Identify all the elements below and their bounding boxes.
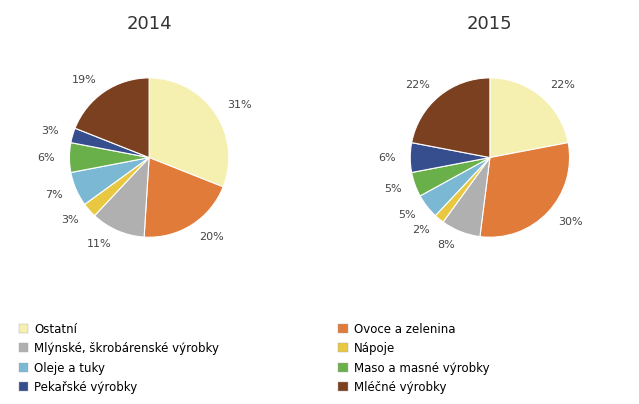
Text: 5%: 5% (384, 184, 401, 194)
Text: 7%: 7% (45, 190, 63, 200)
Text: 3%: 3% (41, 126, 59, 136)
Wedge shape (412, 78, 490, 158)
Text: 6%: 6% (38, 153, 55, 162)
Wedge shape (412, 158, 490, 196)
Wedge shape (435, 158, 490, 222)
Wedge shape (71, 128, 149, 158)
Title: 2015: 2015 (467, 15, 512, 33)
Text: 3%: 3% (61, 215, 79, 225)
Text: 5%: 5% (398, 210, 415, 220)
Text: 11%: 11% (87, 239, 112, 249)
Wedge shape (70, 143, 149, 173)
Wedge shape (84, 158, 149, 216)
Wedge shape (410, 143, 490, 173)
Wedge shape (144, 158, 223, 237)
Wedge shape (443, 158, 490, 237)
Wedge shape (75, 78, 149, 158)
Text: 22%: 22% (550, 80, 574, 90)
Legend: Ovoce a zelenina, Nápoje, Maso a masné výrobky, Mléčné výrobky: Ovoce a zelenina, Nápoje, Maso a masné v… (338, 322, 489, 394)
Text: 6%: 6% (378, 153, 396, 162)
Wedge shape (420, 158, 490, 216)
Legend: Ostatní, Mlýnské, škrobárenské výrobky, Oleje a tuky, Pekařské výrobky: Ostatní, Mlýnské, škrobárenské výrobky, … (19, 322, 219, 394)
Wedge shape (490, 78, 568, 158)
Wedge shape (71, 158, 149, 204)
Wedge shape (95, 158, 149, 237)
Text: 20%: 20% (199, 232, 224, 242)
Text: 30%: 30% (558, 217, 583, 227)
Text: 8%: 8% (438, 240, 456, 250)
Title: 2014: 2014 (127, 15, 172, 33)
Text: 19%: 19% (72, 75, 96, 85)
Text: 22%: 22% (405, 80, 430, 90)
Wedge shape (149, 78, 229, 187)
Wedge shape (480, 143, 569, 237)
Text: 31%: 31% (227, 100, 252, 110)
Text: 2%: 2% (412, 225, 430, 235)
